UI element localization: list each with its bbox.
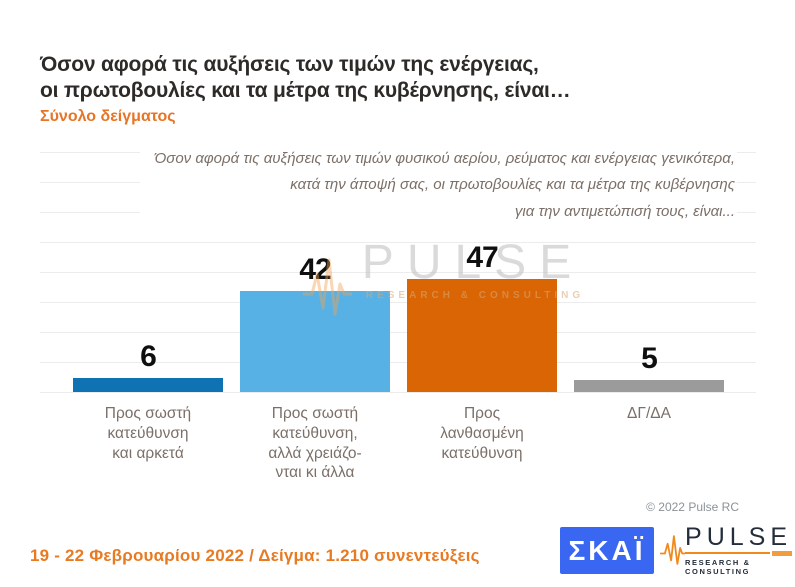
bar xyxy=(574,380,724,392)
pulse-logo-subtext: RESEARCH & CONSULTING xyxy=(685,557,751,576)
category-label: Προς λανθασμένη κατεύθυνση xyxy=(440,405,524,462)
orange-line xyxy=(685,552,770,554)
bar-value-label: 5 xyxy=(641,342,658,375)
skai-logo-text: ΣΚΑΪ xyxy=(568,534,646,566)
bars-row: 6 42 47 5 xyxy=(73,92,724,392)
pulse-logo: PULSE RESEARCH & CONSULTING xyxy=(660,524,792,576)
bar xyxy=(240,291,390,392)
bar-group: 5 xyxy=(574,341,724,392)
pulse-logo-text: PULSE xyxy=(685,522,792,551)
bar xyxy=(73,377,223,392)
question-text: Όσον αφορά τις αυξήσεις των τιμών φυσικο… xyxy=(140,144,737,229)
bar xyxy=(407,279,557,392)
category-label: Προς σωστή κατεύθυνση και αρκετά xyxy=(104,405,192,462)
sample-subtitle: Σύνολο δείγματος xyxy=(40,108,176,125)
pulse-heartbeat-icon xyxy=(660,535,686,565)
survey-date-sample-info: 19 - 22 Φεβρουαρίου 2022 / Δείγμα: 1.210… xyxy=(30,546,480,565)
bar-value-label: 47 xyxy=(466,241,498,275)
category-labels-row: Προς σωστή κατεύθυνση και αρκετά Προς σω… xyxy=(73,404,724,483)
bar-group: 6 xyxy=(73,339,223,392)
pulse-logo-rule xyxy=(685,550,792,556)
page-title: Όσον αφορά τις αυξήσεις των τιμών της εν… xyxy=(40,52,600,105)
orange-block xyxy=(772,550,792,556)
title-line-1: Όσον αφορά τις αυξήσεις των τιμών της εν… xyxy=(40,53,539,76)
category-label: ΔΓ/ΔΑ xyxy=(627,405,671,422)
category-label: Προς σωστή κατεύθυνση, αλλά χρειάζο- ντα… xyxy=(268,405,362,482)
bar-value-label: 6 xyxy=(140,339,157,373)
bar-group: 42 xyxy=(240,252,390,392)
copyright-note: © 2022 Pulse RC xyxy=(646,500,739,514)
bar-group: 47 xyxy=(407,240,557,392)
skai-logo: ΣΚΑΪ xyxy=(560,527,654,574)
title-line-2: οι πρωτοβουλίες και τα μέτρα της κυβέρνη… xyxy=(40,79,571,103)
bar-value-label: 42 xyxy=(299,253,331,287)
